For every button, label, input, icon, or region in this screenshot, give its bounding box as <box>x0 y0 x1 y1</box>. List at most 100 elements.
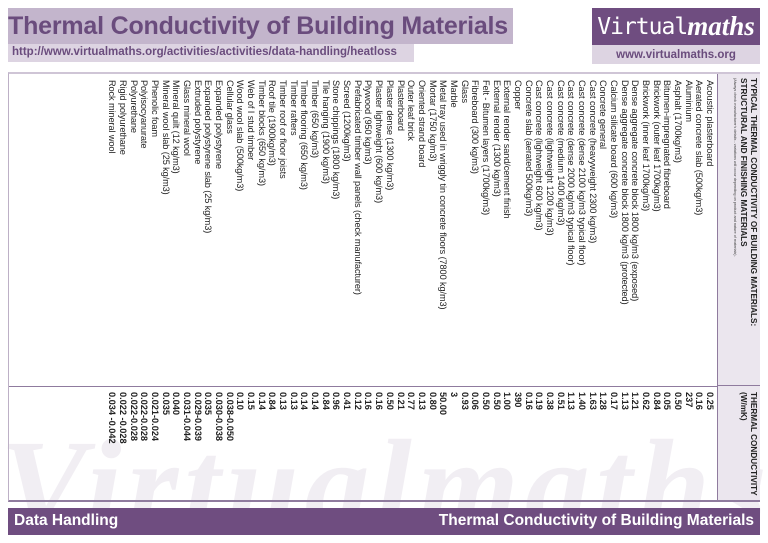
table-row: Brickwork (outer leaf 1700kg/m3) 0.84 <box>651 74 662 500</box>
header-material-column: TYPICAL THERMAL CONDUCTIVITY OF BUILDING… <box>717 74 760 386</box>
table-row: Concrete slab (aerated 500kg/m3) 0.16 <box>523 74 534 500</box>
table-row: Polyisocyanurate 0.022-0.028 <box>139 74 149 500</box>
conductivity-value: 0.38 <box>544 392 555 410</box>
material-name: Dense aggregate concrete block 1800 kg/m… <box>630 80 641 302</box>
table-row: Polyurethane 0.022-0.028 <box>128 74 139 500</box>
material-name: Bitumen-impregnated fibreboard <box>662 80 673 209</box>
table-row: Screed (1200kg/m3) 0.41 <box>341 74 353 500</box>
conductivity-value: 0.41 <box>342 392 353 410</box>
table-row: Wood wool slab (500kg/m3) 0.10 <box>235 74 246 500</box>
conductivity-value: 0.12 <box>352 392 363 410</box>
virtualmaths-logo[interactable]: Virtual maths <box>592 8 760 45</box>
table-row: Mortar (1750 kg/m3) 0.80 <box>427 74 438 500</box>
material-name: Dense aggregate concrete block 1800 kg/m… <box>619 80 630 305</box>
conductivity-value: 0.035 <box>160 392 171 415</box>
conductivity-value: 1.40 <box>576 392 587 410</box>
table-row: Bitumen-impregnated fibreboard 0.05 <box>662 74 673 500</box>
conductivity-value: 0.040 <box>171 392 182 415</box>
conductivity-value: 0.93 <box>459 392 470 410</box>
material-name: Fibreboard (300 kg/m3) <box>470 80 481 174</box>
table-row: Timber blocks (650 kg/m3) 0.14 <box>256 74 267 500</box>
material-name: Copper <box>512 80 523 110</box>
conductivity-value: 0.80 <box>427 392 438 410</box>
material-name: Felt - Bitumen layers (1700kg/m3) <box>480 80 491 216</box>
conductivity-value: 0.029-0.039 <box>192 392 203 442</box>
material-name: Web of I stud timber <box>246 80 257 161</box>
conductivity-value: 0.10 <box>235 392 246 410</box>
header-material-title: TYPICAL THERMAL CONDUCTIVITY OF BUILDING… <box>739 78 759 327</box>
table-row: Cast concrete (dense 2100 kg/m3 typical … <box>576 74 587 500</box>
material-name: Cast concrete (heavyweight 2300 kg/m3) <box>587 80 598 244</box>
conductivity-value: 0.14 <box>256 392 267 410</box>
logo-url-link[interactable]: www.virtualmaths.org <box>592 45 760 64</box>
table-row: Plywood (950 kg/m3) 0.16 <box>363 74 374 500</box>
conductivity-value: 0.96 <box>331 392 342 410</box>
material-name: Plaster lightweight (600 kg/m3) <box>374 80 385 204</box>
table-row: Rigid polyurethane 0.022 -0.028 <box>117 74 129 500</box>
table-row: Asphalt (1700kg/m3) 0.50 <box>672 74 683 500</box>
table-row: Concrete general 1.28 <box>598 74 609 500</box>
table-row: Cast concrete (lightweight 600 kg/m3) 0.1… <box>534 74 544 500</box>
material-name: Cellular glass <box>224 80 235 134</box>
material-name: Acoustic plasterboard <box>705 80 715 167</box>
conductivity-value: 0.15 <box>246 392 257 410</box>
conductivity-value: 0.034 -0.042 <box>107 392 118 444</box>
conductivity-value: 0.06 <box>470 392 481 410</box>
material-name: Concrete slab (aerated 500kg/m3) <box>523 80 534 217</box>
table-row: Dense aggregate concrete block 1800 kg/m… <box>619 74 630 500</box>
conductivity-value: 0.84 <box>267 392 278 410</box>
conductivity-value: 1.13 <box>619 392 630 410</box>
conductivity-value: 0.05 <box>662 392 673 410</box>
material-name: Timber blocks (650 kg/m3) <box>256 80 267 186</box>
conductivity-value: 3 <box>448 392 459 398</box>
conductivity-value: 1.21 <box>630 392 641 410</box>
table-row: Fibreboard (300 kg/m3) 0.06 <box>470 74 481 500</box>
table-row: Outer leaf brick 0.77 <box>406 74 416 500</box>
table-row: Plaster lightweight (600 kg/m3) 0.16 <box>374 74 385 500</box>
table-row: Stone chippings (1800 kg/m3) 0.96 <box>331 74 342 500</box>
material-name: Timber rafters <box>288 80 299 136</box>
table-row: Cast concrete (medium 1400 kg/m3) 0.51 <box>555 74 566 500</box>
conductivity-value: 0.84 <box>651 392 662 410</box>
material-name: Timber roof or floor joists <box>278 80 289 179</box>
material-name: Glass mineral wool <box>182 80 193 156</box>
conductivity-value: 0.13 <box>416 392 427 410</box>
table-body: Acoustic plasterboard 0.25 Aerated concret… <box>107 74 715 500</box>
table-row: Roof tile (1900kg/m3) 0.84 <box>267 74 278 500</box>
header-value-column: THERMAL CONDUCTIVITY (W/mK) <box>739 392 759 496</box>
table-row: Plasterboard 0.21 <box>395 74 406 500</box>
conductivity-value: 0.50 <box>480 392 491 410</box>
conductivity-value: 0.14 <box>310 392 321 410</box>
table-row: Timber (650 kg/m3) 0.14 <box>309 74 321 500</box>
table-row: Cast concrete (dense 2000 kg/m3 typical … <box>566 74 576 500</box>
material-name: Mineral quilt (12 kg/m3) <box>171 80 182 174</box>
material-name: Plaster dense (1300 kg/m3) <box>384 80 395 191</box>
page-url-link[interactable]: http://www.virtualmaths.org/activities/a… <box>12 46 397 58</box>
table-row: External render sand/cement finish 1.00 <box>502 74 512 500</box>
material-name: Plywood (950 kg/m3) <box>363 80 374 165</box>
conductivity-value: 0.13 <box>288 392 299 410</box>
conductivity-value: 0.50 <box>384 392 395 410</box>
table-row: Extruded polystyrene 0.029-0.039 <box>192 74 203 500</box>
conductivity-value: 0.16 <box>694 392 705 410</box>
table-row: Rock mineral wool 0.034 -0.042 <box>107 74 118 500</box>
table-row: Expanded polystyrene 0.030-0.038 <box>213 74 225 500</box>
table-row: Copper 390 <box>512 74 523 500</box>
conductivity-value: 0.035 <box>203 392 214 415</box>
footer-bar: Data Handling Thermal Conductivity of Bu… <box>8 508 760 535</box>
conductivity-value: 0.25 <box>705 392 715 410</box>
conductivity-value: 1.28 <box>598 392 609 410</box>
material-name: Brickwork (outer leaf 1700kg/m3) <box>651 80 662 212</box>
material-name: Prefabricated timber wall panels (check … <box>352 80 363 295</box>
conductivity-value: 0.030-0.038 <box>214 392 225 442</box>
material-name: Timber flooring (650 kg/m3) <box>299 80 310 190</box>
table-row: Felt - Bitumen layers (1700kg/m3) 0.50 <box>480 74 491 500</box>
material-name: Rigid polyurethane <box>118 80 129 155</box>
conductivity-value: 0.022 -0.028 <box>118 392 129 444</box>
material-name: External render (1300 kg/m3) <box>491 80 502 197</box>
conductivity-value: 0.16 <box>523 392 534 410</box>
page-title: Thermal Conductivity of Building Materia… <box>8 12 508 40</box>
material-name: Brickwork (inner leaf 1700kg/m3) <box>640 80 651 212</box>
material-name: Rock mineral wool <box>107 80 118 154</box>
table-row: Mineral wool slab (25 kg/m3) 0.035 <box>160 74 171 500</box>
